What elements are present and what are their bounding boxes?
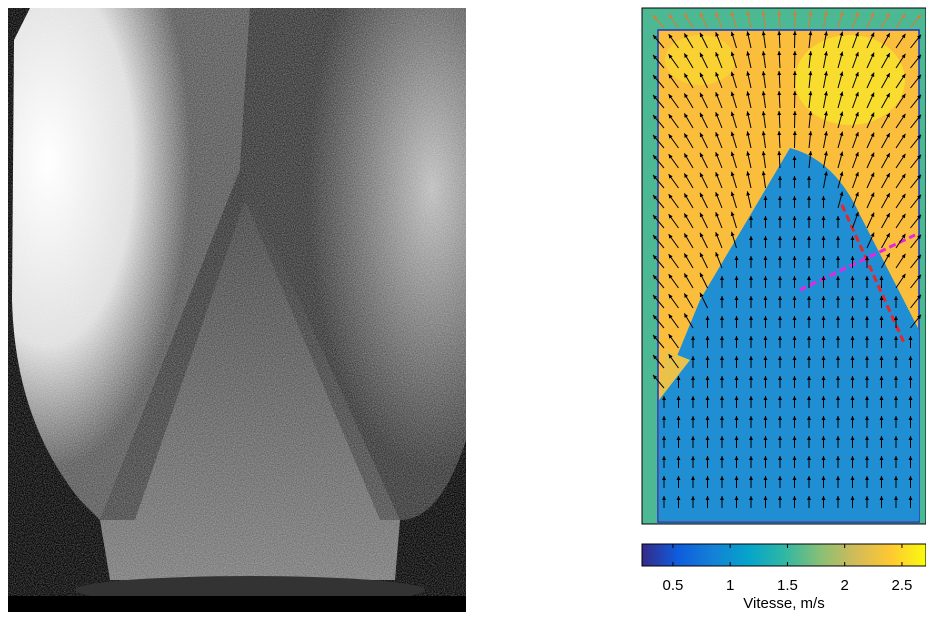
colorbar [642, 544, 926, 566]
tick-label: 2 [841, 577, 849, 594]
colorbar-label: Vitesse, m/s [743, 595, 824, 612]
spray-photo [8, 8, 466, 612]
tick-label: 2.5 [892, 577, 913, 594]
tick-label: 1.5 [777, 577, 798, 594]
velocity-field [642, 8, 926, 524]
tick-label: 1 [726, 577, 734, 594]
tick-label: 0.5 [662, 577, 683, 594]
